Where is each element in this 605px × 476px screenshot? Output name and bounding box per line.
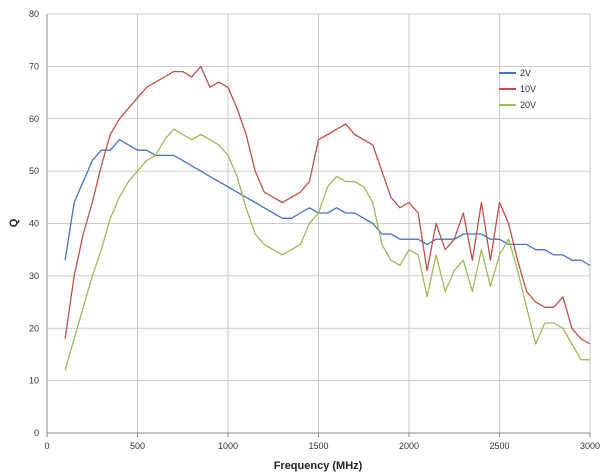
x-tick-label: 2500	[489, 441, 509, 451]
x-tick-label: 0	[44, 441, 49, 451]
y-tick-label: 80	[29, 9, 39, 19]
y-tick-label: 10	[29, 376, 39, 386]
y-tick-label: 20	[29, 323, 39, 333]
series-line-10v	[64, 65, 591, 345]
y-tick-label: 70	[29, 61, 39, 71]
x-tick-label: 1500	[308, 441, 328, 451]
y-axis-title: Q	[8, 218, 20, 227]
tick-labels: 0 10 20 30 40 50 60 70 80 0 500 1000 1500 2000 2500 300…	[29, 9, 600, 451]
y-tick-label: 30	[29, 271, 39, 281]
x-tick-label: 2000	[399, 441, 419, 451]
y-tick-label: 0	[34, 428, 39, 438]
y-tick-label: 60	[29, 114, 39, 124]
series-lines	[64, 65, 591, 371]
legend-label-2v: 2V	[520, 68, 531, 78]
y-tick-label: 50	[29, 166, 39, 176]
x-tick-label: 500	[130, 441, 145, 451]
x-tick-label: 1000	[218, 441, 238, 451]
legend-label-20v: 20V	[520, 100, 536, 110]
series-line-2v	[64, 139, 591, 266]
y-tick-label: 40	[29, 219, 39, 229]
axes	[46, 14, 591, 437]
legend: 2V 10V 20V	[499, 68, 536, 110]
legend-label-10v: 10V	[520, 84, 536, 94]
x-tick-label: 3000	[580, 441, 600, 451]
series-line-20v	[64, 128, 590, 371]
x-axis-title: Frequency (MHz)	[274, 460, 363, 472]
